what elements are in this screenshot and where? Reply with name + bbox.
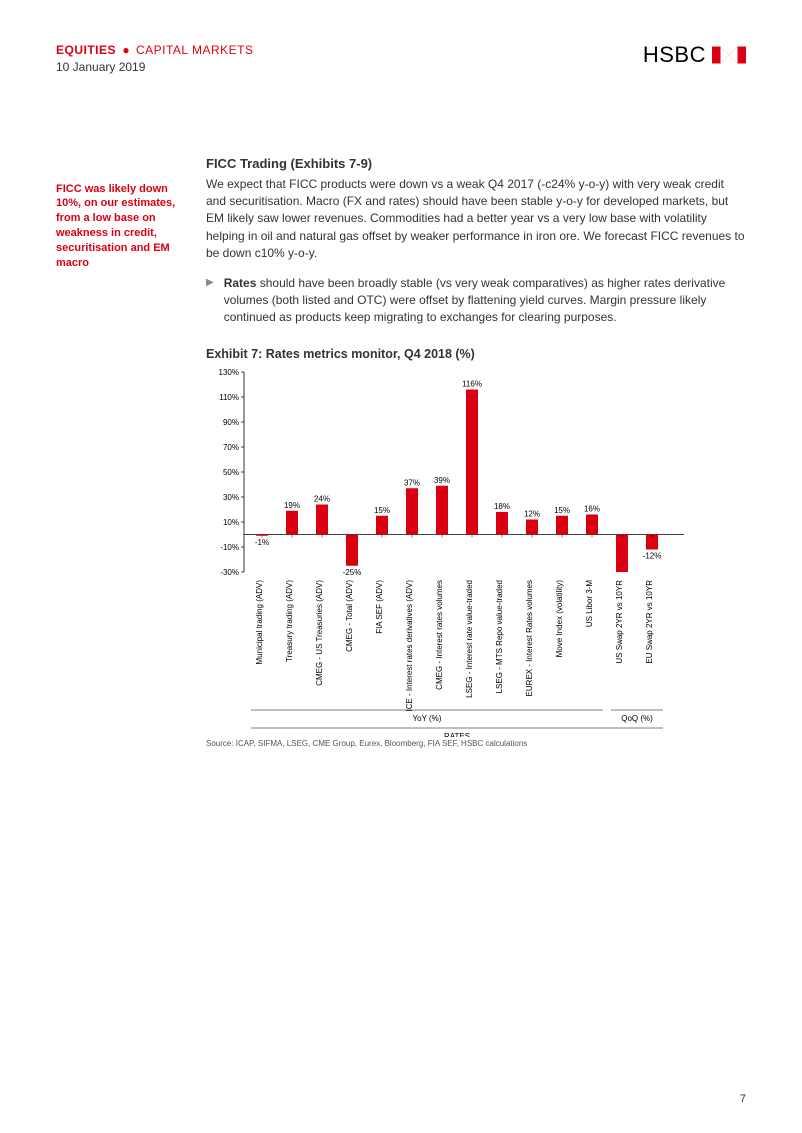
svg-text:CMEG - US Treasuries (ADV): CMEG - US Treasuries (ADV)	[315, 579, 324, 685]
bullet-lead: Rates	[224, 276, 257, 290]
bullet-text: Rates should have been broadly stable (v…	[224, 275, 746, 327]
header-bullet: ●	[119, 43, 132, 57]
svg-text:Move Index (volatility): Move Index (volatility)	[555, 579, 564, 657]
svg-text:-25%: -25%	[343, 567, 362, 576]
exhibit-title: Exhibit 7: Rates metrics monitor, Q4 201…	[206, 347, 746, 361]
rates-bar-chart: -30% -10% 10% 30% 50% 70% 90% 110% 130% -1% Munici…	[206, 367, 726, 737]
svg-text:18%: 18%	[494, 502, 510, 511]
sidebar-note: FICC was likely down 10%, on our estimat…	[56, 182, 186, 271]
svg-text:15%: 15%	[374, 505, 390, 514]
svg-text:LSEG - MTS Repo value-traded: LSEG - MTS Repo value-traded	[495, 580, 504, 693]
svg-text:ICE - Interest rates derivativ: ICE - Interest rates derivatives (ADV)	[405, 579, 414, 711]
svg-text:15%: 15%	[554, 505, 570, 514]
main-content: FICC Trading (Exhibits 7-9) We expect th…	[206, 156, 746, 748]
svg-text:CMEG - Interest rates volumes: CMEG - Interest rates volumes	[435, 580, 444, 690]
svg-text:37%: 37%	[404, 478, 420, 487]
section-body: We expect that FICC products were down v…	[206, 176, 746, 263]
svg-text:LSEG - Interest rate value-tra: LSEG - Interest rate value-traded	[465, 580, 474, 698]
bullet-rest: should have been broadly stable (vs very…	[224, 276, 726, 325]
svg-text:30%: 30%	[223, 493, 239, 502]
header-left: EQUITIES ● CAPITAL MARKETS 10 January 20…	[56, 42, 253, 76]
svg-text:EU Swap 2YR vs 10YR: EU Swap 2YR vs 10YR	[645, 580, 654, 664]
header-date: 10 January 2019	[56, 59, 253, 76]
page-header: EQUITIES ● CAPITAL MARKETS 10 January 20…	[56, 42, 746, 76]
svg-text:EUREX - Interest Rates volumes: EUREX - Interest Rates volumes	[525, 580, 534, 696]
svg-text:19%: 19%	[284, 500, 300, 509]
bullet-item: ▶ Rates should have been broadly stable …	[206, 275, 746, 327]
margin-sidebar: FICC was likely down 10%, on our estimat…	[56, 156, 186, 748]
svg-text:CMEG - Total (ADV): CMEG - Total (ADV)	[345, 579, 354, 651]
svg-text:24%: 24%	[314, 494, 330, 503]
svg-text:39%: 39%	[434, 475, 450, 484]
svg-text:-1%: -1%	[255, 537, 269, 546]
logo-text: HSBC	[643, 42, 706, 68]
svg-text:12%: 12%	[524, 509, 540, 518]
svg-text:90%: 90%	[223, 418, 239, 427]
svg-text:116%: 116%	[462, 379, 482, 388]
svg-text:US Swap 2YR vs 10YR: US Swap 2YR vs 10YR	[615, 580, 624, 664]
header-category-2: CAPITAL MARKETS	[136, 43, 254, 57]
page-number: 7	[740, 1093, 746, 1105]
svg-text:-30%: -30%	[220, 568, 239, 577]
svg-text:Municipal trading (ADV): Municipal trading (ADV)	[255, 579, 264, 664]
svg-text:16%: 16%	[584, 504, 600, 513]
svg-text:-10%: -10%	[220, 543, 239, 552]
chart-container: -30% -10% 10% 30% 50% 70% 90% 110% 130% -1% Munici…	[206, 367, 726, 737]
svg-text:YoY (%): YoY (%)	[413, 714, 442, 723]
svg-text:130%: 130%	[219, 368, 239, 377]
svg-text:70%: 70%	[223, 443, 239, 452]
svg-text:US Libor 3-M: US Libor 3-M	[585, 579, 594, 626]
svg-text:110%: 110%	[219, 393, 239, 402]
svg-text:50%: 50%	[223, 468, 239, 477]
hsbc-logo: HSBC	[643, 42, 746, 68]
chart-source: Source: ICAP, SIFMA, LSEG, CME Group, Eu…	[206, 739, 746, 748]
svg-text:-12%: -12%	[643, 551, 662, 560]
hsbc-hexagon-icon	[712, 46, 746, 64]
svg-text:10%: 10%	[223, 518, 239, 527]
svg-text:FIA SEF (ADV): FIA SEF (ADV)	[375, 579, 384, 633]
svg-text:Treasury trading (ADV): Treasury trading (ADV)	[285, 579, 294, 661]
bullet-marker-icon: ▶	[206, 275, 214, 327]
section-title: FICC Trading (Exhibits 7-9)	[206, 156, 746, 171]
svg-text:RATES: RATES	[444, 732, 470, 737]
svg-text:QoQ (%): QoQ (%)	[621, 714, 653, 723]
header-category-1: EQUITIES	[56, 43, 116, 57]
